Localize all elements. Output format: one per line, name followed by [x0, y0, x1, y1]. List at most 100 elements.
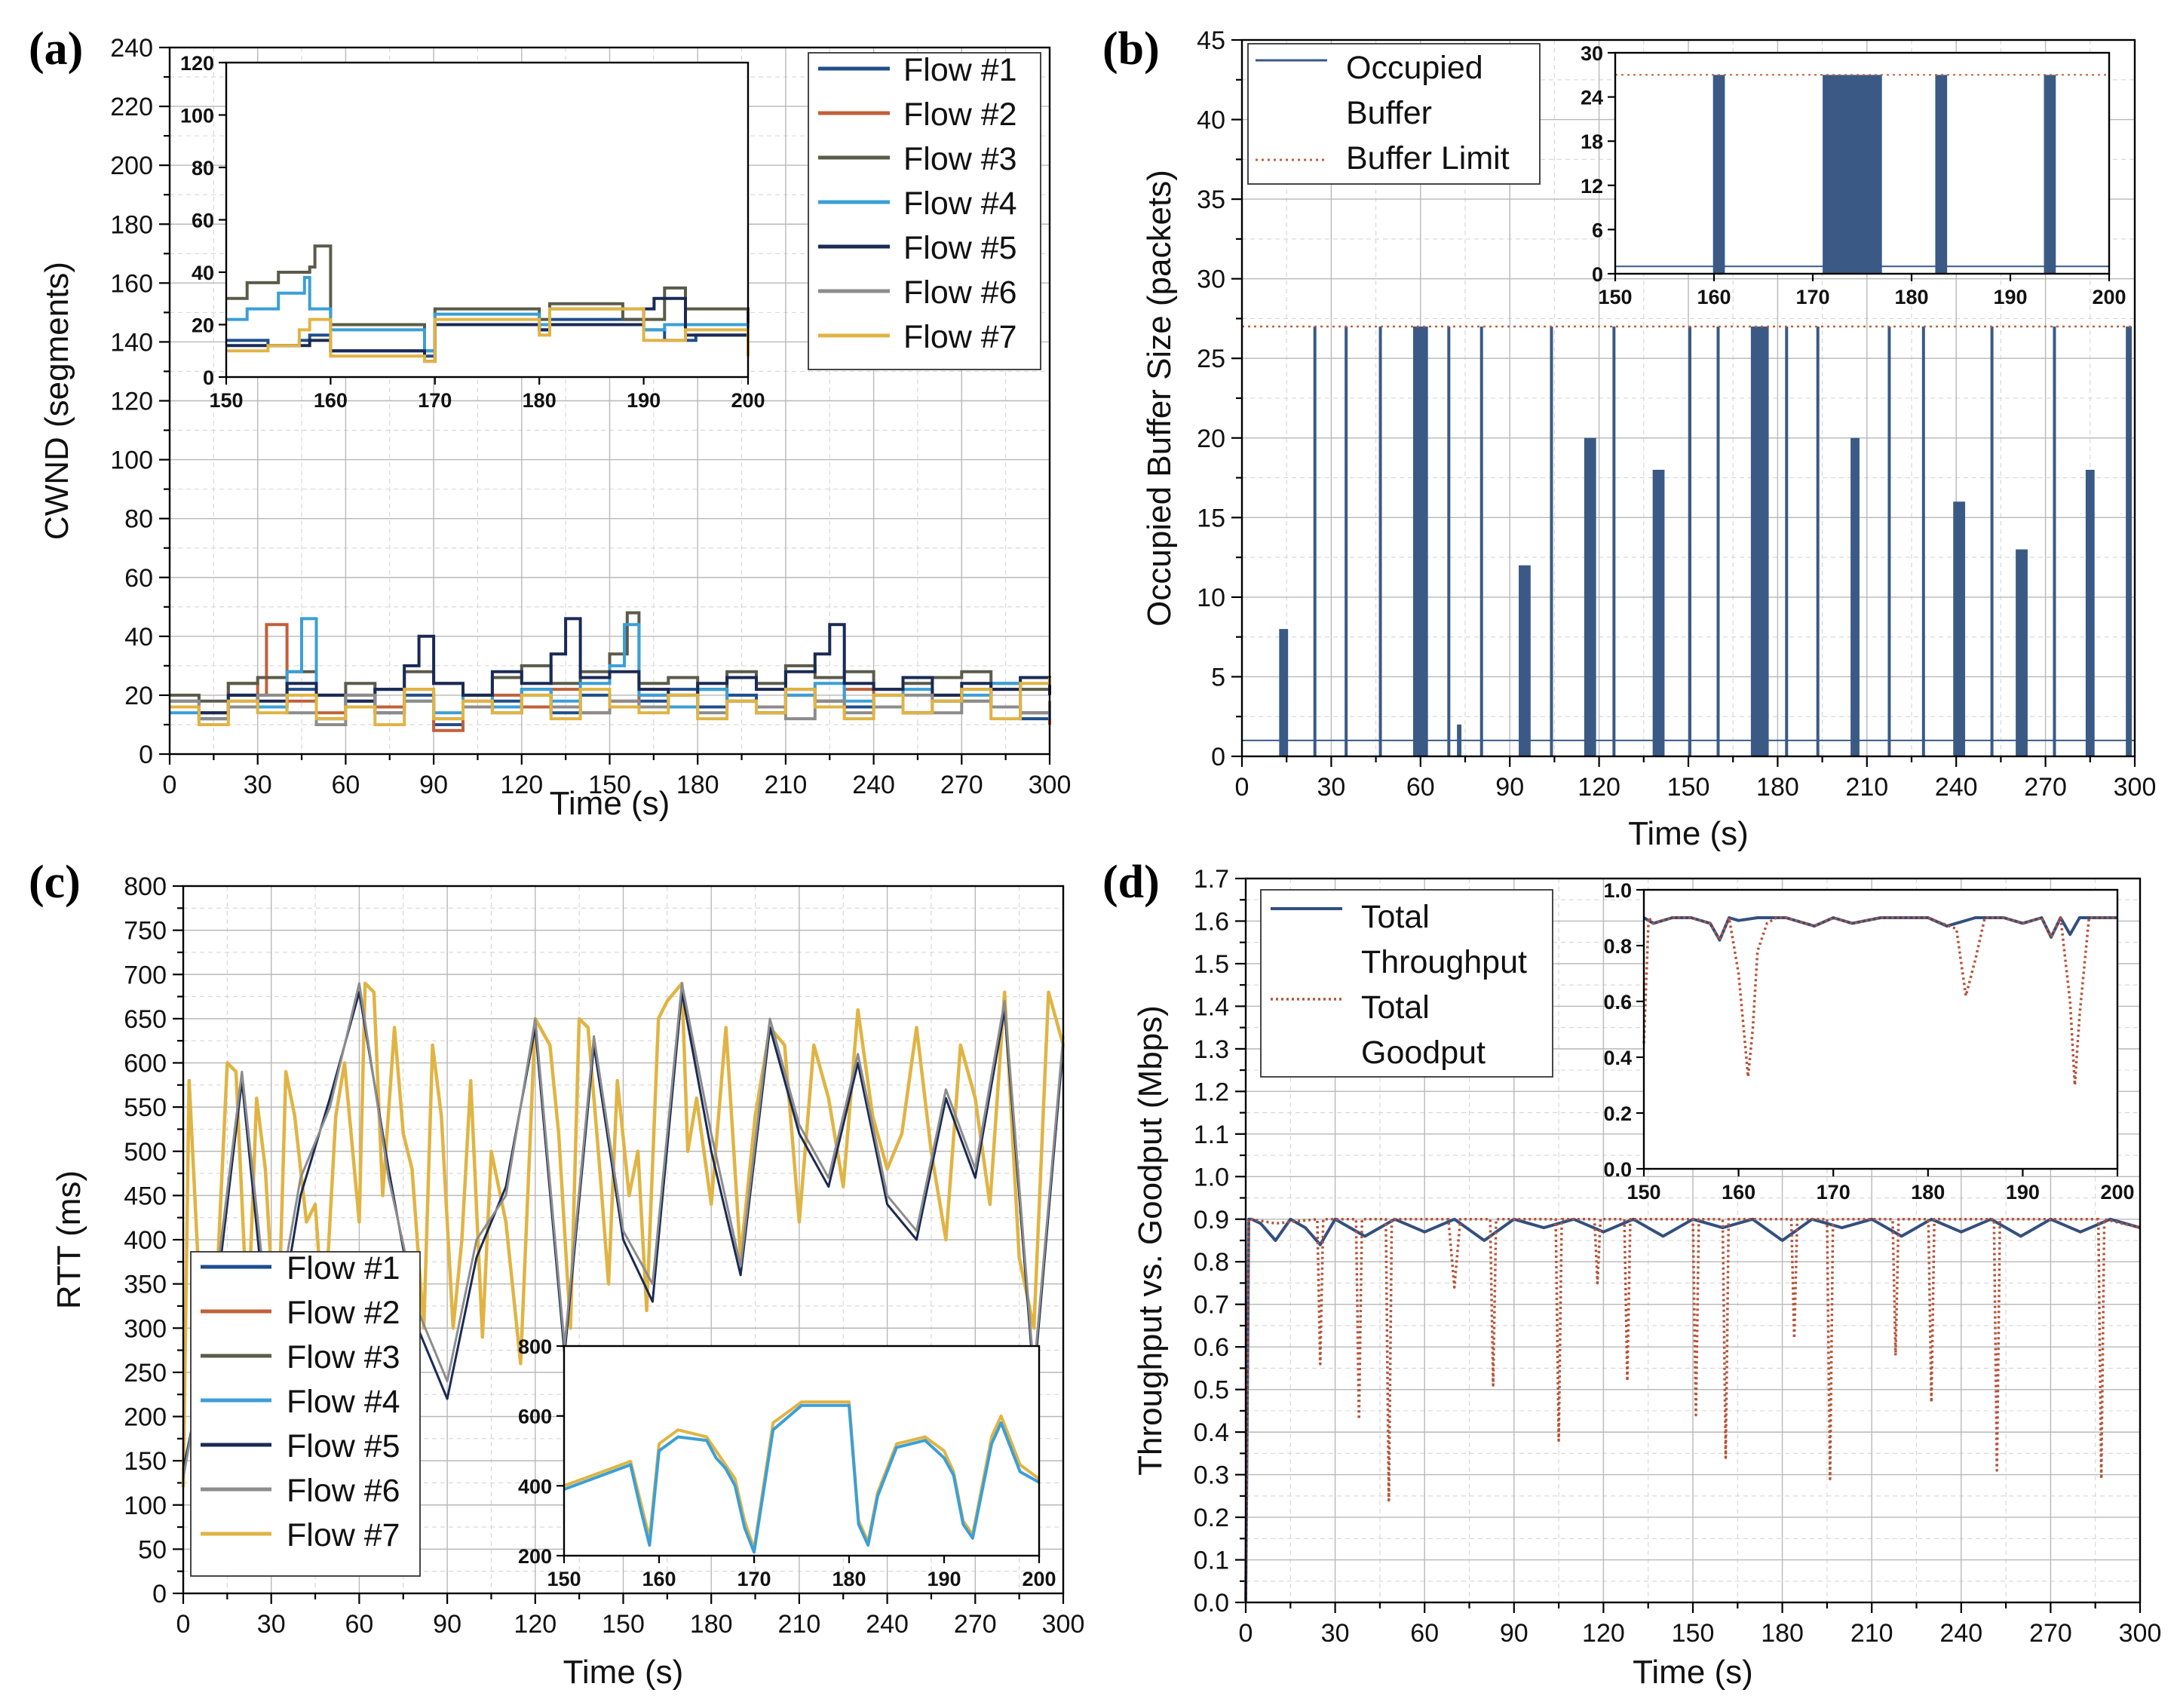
panel-d-ytick-label: 1.1	[1194, 1121, 1229, 1149]
panel-a-xtick-label: 240	[852, 771, 895, 799]
buffer-burst-bar	[1785, 327, 1789, 756]
panel-c-xtick-label: 90	[433, 1610, 461, 1639]
panel-a-inset-xtick-label: 150	[209, 389, 243, 412]
panel-d-xtick-label: 60	[1410, 1619, 1439, 1648]
panel-d-ytick-label: 1.3	[1194, 1035, 1229, 1064]
panel-d-ytick-label: 0.9	[1194, 1206, 1229, 1234]
panel-a-inset-ytick-label: 60	[192, 210, 214, 232]
panel-a-xtick-label: 90	[419, 771, 448, 799]
series-line-flow-7	[170, 677, 1051, 726]
panel-a-inset-xtick-label: 170	[418, 389, 452, 412]
buffer-burst-bar	[1457, 724, 1462, 756]
panel-c-inset-xtick-label: 200	[1022, 1568, 1056, 1590]
panel-b-inset-xtick-label: 180	[1894, 286, 1928, 308]
panel-a-ytick-label: 20	[124, 682, 153, 710]
panel-b-inset-ytick-label: 6	[1592, 219, 1603, 241]
panel-a-ytick-label: 140	[110, 328, 153, 357]
panel-d-ytick-label: 1.7	[1194, 865, 1229, 894]
panel-c-inset-ytick-label: 200	[518, 1545, 552, 1568]
panel-c-ytick-label: 100	[124, 1492, 167, 1520]
panel-c-ytick-label: 600	[124, 1050, 167, 1078]
legend-box	[808, 52, 1041, 370]
legend-item: Occupied	[1346, 50, 1483, 86]
legend: Occupied Buffer Buffer Limit	[1247, 43, 1541, 185]
panel-b-ytick-label: 35	[1197, 186, 1225, 214]
panel-c-ytick-label: 400	[124, 1226, 167, 1255]
panel-a-ytick-label: 180	[110, 210, 153, 239]
panel-d-ytick-label: 0.1	[1194, 1547, 1229, 1575]
y-axis-label: CWND (segments)	[38, 262, 75, 540]
panel-c-inset-xtick-label: 190	[927, 1568, 961, 1590]
panel-c-ytick-label: 800	[124, 872, 167, 901]
panel-a-ytick-label: 100	[110, 446, 153, 475]
panel-c-frame	[182, 885, 1065, 1595]
panel-d-ytick-label: 0.2	[1194, 1504, 1229, 1532]
buffer-burst-bar	[1584, 437, 1596, 756]
inset-buffer-burst-bar	[2044, 75, 2056, 274]
legend-item: Buffer Limit	[1346, 140, 1510, 176]
panel-c: 0 30 60 90 120 150 180 210 240 270 300050100150200…	[29, 857, 1084, 1691]
panel-c-ytick-label: 700	[124, 961, 167, 989]
panel-b-ytick-label: 5	[1211, 663, 1225, 691]
panel-b-xtick-label: 0	[1235, 773, 1249, 802]
panel-a-inset-ytick-label: 100	[180, 105, 214, 127]
panel-a-inset-xtick-label: 160	[314, 389, 348, 412]
panel-d: 0 30 60 90 120 150 180 210 240 270 300 0.0 0.1 0.2 0.3…	[1102, 857, 2161, 1691]
panel-a-xtick-label: 120	[500, 771, 543, 799]
panel-b-xtick-label: 60	[1406, 773, 1435, 802]
legend-item: Flow #4	[287, 1384, 400, 1420]
panel-b-ytick-label: 40	[1197, 106, 1225, 135]
panel-a-ytick-label: 40	[124, 623, 153, 652]
buffer-burst-bar	[1990, 327, 1994, 756]
panel-c-xtick-label: 300	[1042, 1610, 1085, 1639]
legend: Flow #1 Flow #2 Flow #3 Flow #4 Flow #5 Flow …	[190, 1250, 421, 1577]
panel-a-xtick-label: 210	[765, 771, 808, 799]
inset-series	[563, 1400, 1041, 1554]
panel-a-inset-frame	[225, 61, 750, 379]
panel-c-ytick-label: 350	[124, 1271, 167, 1299]
panel-b: 0 30 60 90 120 150 180 210 240 270 300051015202530…	[1102, 23, 2156, 852]
panel-a-ytick-label: 120	[110, 388, 153, 416]
panel-c-xtick-label: 0	[176, 1610, 191, 1639]
legend-item: Flow #5	[903, 230, 1017, 266]
panel-d-inset-ytick-label: 0.0	[1603, 1158, 1632, 1181]
buffer-burst-bar	[1887, 327, 1891, 756]
panel-b-inset-xtick-label: 170	[1795, 286, 1829, 308]
panel-d-ytick-label: 1.6	[1194, 907, 1229, 936]
legend-item: Flow #6	[287, 1473, 400, 1509]
panel-label: (d)	[1102, 857, 1160, 908]
panel-d-ytick-label: 0.5	[1194, 1376, 1229, 1405]
legend-item: Flow #1	[903, 52, 1017, 88]
buffer-burst-bar	[1345, 327, 1348, 756]
buffer-burst-bar	[2053, 327, 2056, 756]
legend-item: Flow #3	[287, 1339, 400, 1375]
panel-c-inset-frame	[563, 1345, 1041, 1557]
panel-a-ytick-label: 80	[124, 505, 153, 534]
panel-d-ytick-label: 0.6	[1194, 1333, 1229, 1362]
legend-item: Flow #7	[287, 1517, 400, 1553]
inset-background	[564, 1346, 1039, 1556]
buffer-burst-bar	[2126, 327, 2133, 756]
legend-box	[1260, 889, 1553, 1078]
panel-b-xtick-label: 180	[1756, 773, 1799, 802]
panel-d-series	[1244, 1217, 2141, 1603]
panel-a-inset-xtick-label: 180	[523, 389, 557, 412]
panel-a-xtick-label: 300	[1029, 771, 1072, 799]
panel-b-inset-xtick-label: 160	[1697, 286, 1731, 308]
panel-c-xtick-label: 120	[514, 1610, 557, 1639]
panel-d-inset-xtick-label: 160	[1722, 1181, 1755, 1204]
inset-series-line-flow-4	[563, 1403, 1040, 1554]
panel-a-ytick-label: 240	[110, 34, 153, 63]
y-axis-label: Occupied Buffer Size (packets)	[1141, 170, 1178, 627]
panel-c-inset-ytick-label: 400	[518, 1475, 552, 1498]
inset-buffer-burst-bar	[1712, 75, 1725, 274]
legend-item: Flow #5	[287, 1428, 400, 1464]
legend-item: Total	[1361, 899, 1430, 935]
panel-d-inset-ytick-label: 0.2	[1603, 1102, 1632, 1125]
panel-d-ytick-label: 0.0	[1194, 1589, 1229, 1618]
inset-buffer-burst-bar	[1935, 75, 1948, 274]
panel-a-inset-ytick-label: 20	[192, 314, 214, 337]
panel-a-inset-ytick-label: 40	[192, 262, 214, 284]
legend-item: Flow #6	[903, 274, 1017, 311]
panel-d-inset-ytick-label: 1.0	[1603, 879, 1632, 902]
